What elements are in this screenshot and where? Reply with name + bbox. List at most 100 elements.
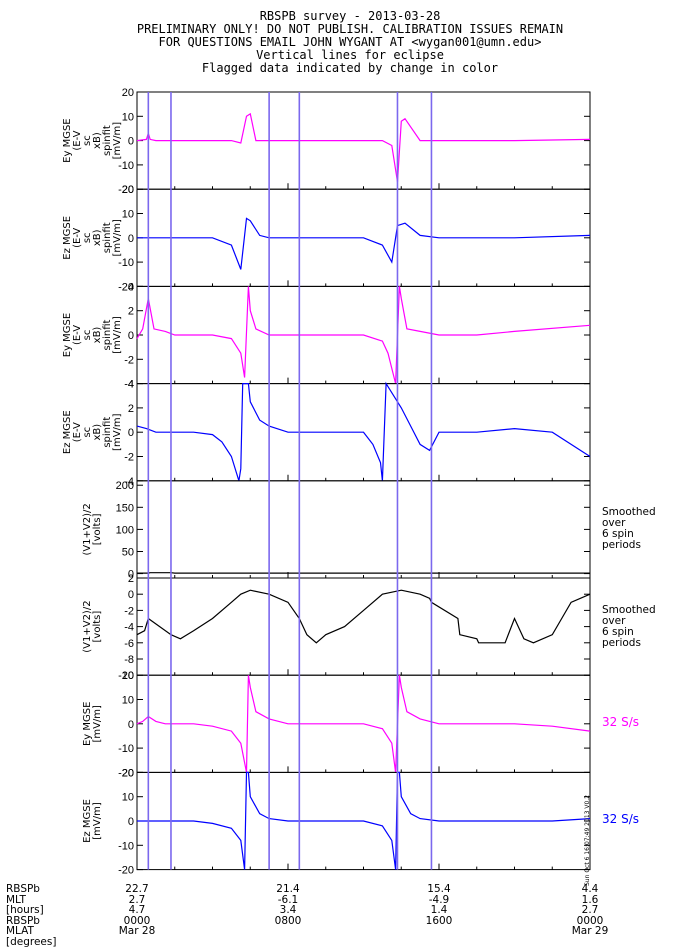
y-tick-label: 0 <box>128 719 134 731</box>
y-tick-label: 0 <box>128 569 134 581</box>
y-axis-label-line: Ez MGSE <box>62 410 73 454</box>
y-axis-label-line: [mV/m] <box>112 219 123 257</box>
y-axis-label-line: spinfit <box>102 222 113 253</box>
y-axis-label-line: xB) <box>92 132 103 149</box>
y-axis-label-line: Ez MGSE <box>62 216 73 260</box>
y-tick-label: 10 <box>122 111 134 123</box>
y-axis-label-line: sc <box>82 330 93 341</box>
y-axis-label-line: (E-V <box>72 130 83 150</box>
y-tick-label: 0 <box>128 330 134 342</box>
panel-note-line: Smoothed <box>602 603 656 616</box>
y-tick-label: -20 <box>118 865 134 877</box>
panel-frame <box>136 480 591 579</box>
panel-note: Smoothed over 6 spin periods <box>602 507 656 551</box>
y-axis-label-line: Ey MGSE <box>62 313 73 357</box>
y-axis-label-line: sc <box>82 427 93 438</box>
series-line <box>137 217 591 270</box>
y-axis-label-line: [volts] <box>92 611 103 643</box>
y-tick-label: -6 <box>124 638 134 650</box>
y-tick-label: -10 <box>118 840 134 852</box>
y-tick-label: 10 <box>122 792 134 804</box>
panel-note-line: 6 spin <box>602 528 634 541</box>
y-axis-label: (V1+V2)/2[volts] <box>82 600 103 652</box>
header-line: Flagged data indicated by change in colo… <box>201 61 499 75</box>
y-tick-label: 10 <box>122 209 134 221</box>
y-axis-label-line: xB) <box>92 424 103 441</box>
series-line <box>136 112 591 182</box>
y-tick-label: 0 <box>128 233 134 245</box>
y-axis-label: Ez MGSE[mV/m] <box>82 799 103 843</box>
y-axis-label: Ey MGSE(E-VscxB)spinfit[mV/m] <box>62 313 123 357</box>
y-tick-label: -2 <box>124 605 134 617</box>
series-line <box>136 381 591 481</box>
panel-note-line: over <box>602 517 626 530</box>
y-tick-label: 50 <box>122 546 134 558</box>
y-axis-label-line: (V1+V2)/2 <box>82 600 93 652</box>
y-tick-label: -4 <box>124 622 134 634</box>
panel-note-line: periods <box>602 539 641 552</box>
y-axis-label-line: (E-V <box>72 422 83 442</box>
y-tick-label: 20 <box>122 87 134 99</box>
y-tick-label: -4 <box>124 379 134 391</box>
y-axis-label-line: [mV/m] <box>92 705 103 743</box>
y-axis-label-line: sc <box>82 135 93 146</box>
y-axis-label-line: Ey MGSE <box>82 702 93 746</box>
y-tick-label: 20 <box>122 184 134 196</box>
y-axis-label-line: [mV/m] <box>92 802 103 840</box>
y-tick-label: 200 <box>116 480 134 492</box>
y-axis-label: Ez MGSE(E-VscxB)spinfit[mV/m] <box>62 216 123 260</box>
y-tick-label: -10 <box>118 160 134 172</box>
y-axis-label-line: (V1+V2)/2 <box>82 503 93 555</box>
y-axis-label: (V1+V2)/2[volts] <box>82 503 103 555</box>
y-tick-label: 100 <box>116 524 134 536</box>
y-tick-label: 4 <box>128 379 134 391</box>
y-tick-label: -8 <box>124 654 134 666</box>
panel-frame <box>136 577 591 676</box>
y-tick-label: -10 <box>118 257 134 269</box>
panel-note-line: periods <box>602 636 641 649</box>
y-tick-label: 150 <box>116 502 134 514</box>
y-tick-label: 2 <box>128 403 134 415</box>
panel-note-line: Smoothed <box>602 506 656 519</box>
y-tick-label: -20 <box>118 281 134 293</box>
y-axis-label-line: spinfit <box>102 125 113 156</box>
y-tick-label: 0 <box>128 136 134 148</box>
panel-note-line: 32 S/s <box>602 714 639 729</box>
y-tick-label: -2 <box>124 452 134 464</box>
panel-note-line: over <box>602 614 626 627</box>
y-axis-label: Ez MGSE(E-VscxB)spinfit[mV/m] <box>62 410 123 454</box>
y-axis-label-line: [mV/m] <box>112 122 123 160</box>
y-tick-label: 0 <box>128 816 134 828</box>
y-axis-label-line: xB) <box>92 229 103 246</box>
y-tick-label: -2 <box>124 354 134 366</box>
y-axis-label-line: [volts] <box>92 513 103 545</box>
header-line: Vertical lines for eclipse <box>256 48 444 62</box>
y-tick-label: 20 <box>122 670 134 682</box>
y-axis-label: Ey MGSE(E-VscxB)spinfit[mV/m] <box>62 118 123 162</box>
y-tick-label: 10 <box>122 695 134 707</box>
y-axis-label-line: spinfit <box>102 417 113 448</box>
y-tick-label: 2 <box>128 573 134 585</box>
panel-note: 32 S/s <box>602 714 639 729</box>
y-axis-label-line: Ez MGSE <box>82 799 93 843</box>
y-axis-label-line: [mV/m] <box>112 316 123 354</box>
header-line: RBSPB survey - 2013-03-28 <box>259 9 441 23</box>
y-axis-label-line: Ey MGSE <box>62 118 73 162</box>
y-tick-label: 0 <box>128 427 134 439</box>
panel-note-line: 32 S/s <box>602 812 639 826</box>
y-axis-label-line: sc <box>82 232 93 243</box>
timestamp-stamp: Sun Oct 6 16:07:49 2013 V0.2 <box>584 794 591 886</box>
y-axis-label-line: (E-V <box>72 228 83 248</box>
y-tick-label: -20 <box>118 184 134 196</box>
y-axis-label: Ey MGSE[mV/m] <box>82 702 103 746</box>
chart-header: RBSPB survey - 2013-03-28 PRELIMINARY ONL… <box>0 10 700 75</box>
y-axis-label-line: (E-V <box>72 325 83 345</box>
y-tick-label: -4 <box>124 476 134 488</box>
header-line: FOR QUESTIONS EMAIL JOHN WYGANT AT <wyga… <box>158 35 542 49</box>
y-tick-label: -10 <box>118 670 134 682</box>
panel-note: Smoothed over 6 spin periods <box>602 603 656 649</box>
y-tick-label: -10 <box>118 743 134 755</box>
y-tick-label: 4 <box>128 281 134 293</box>
y-axis-label-line: [mV/m] <box>112 413 123 451</box>
